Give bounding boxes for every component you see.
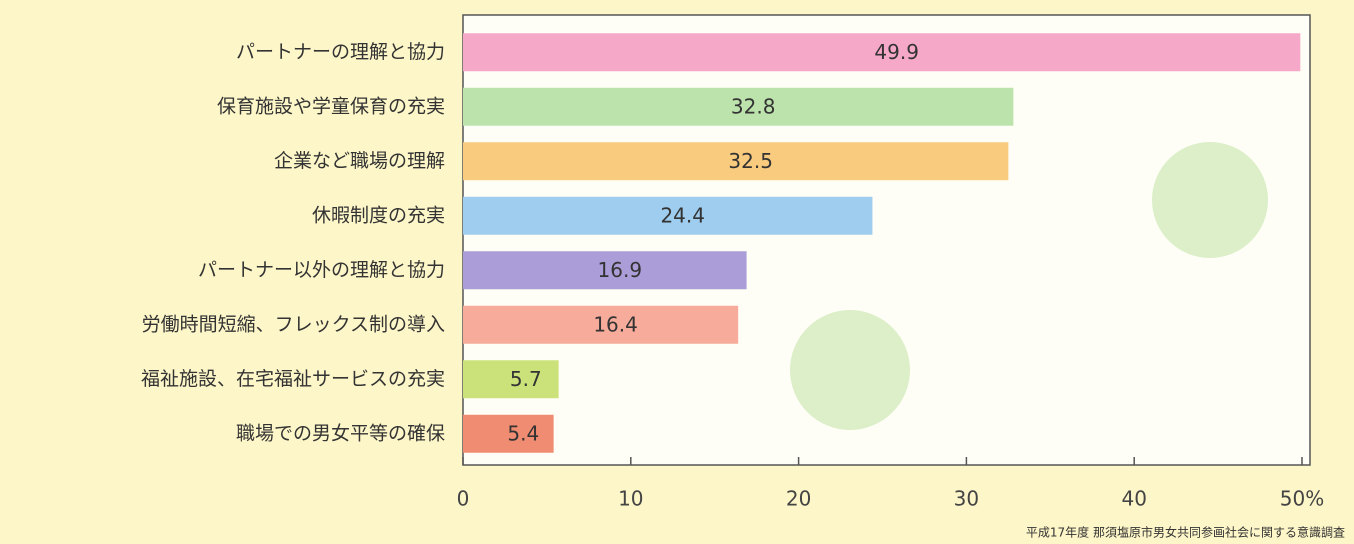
- x-tick-label: 20: [786, 487, 811, 511]
- value-label: 5.4: [507, 421, 539, 445]
- bar: [463, 414, 554, 453]
- value-label: 16.9: [598, 258, 643, 282]
- y-tick-label: 福祉施設、在宅福祉サービスの充実: [141, 368, 445, 390]
- bar: [463, 196, 873, 235]
- value-label: 32.8: [731, 94, 776, 118]
- x-tick-label: 0: [457, 487, 470, 511]
- y-tick-label: パートナーの理解と協力: [236, 41, 445, 63]
- y-tick-label: パートナー以外の理解と協力: [198, 259, 445, 281]
- bar: [463, 142, 1009, 181]
- value-label: 24.4: [660, 203, 705, 227]
- y-tick-label: 労働時間短縮、フレックス制の導入: [142, 313, 445, 335]
- value-label: 32.5: [728, 149, 773, 173]
- x-tick-label: 30: [954, 487, 979, 511]
- x-tick-label: 10: [618, 487, 643, 511]
- bar: [463, 87, 1014, 126]
- bar: [463, 33, 1301, 72]
- y-tick-label: 職場での男女平等の確保: [236, 422, 445, 444]
- bar: [463, 251, 747, 290]
- value-label: 16.4: [593, 312, 638, 336]
- value-label: 49.9: [874, 40, 919, 64]
- x-tick-label: 50%: [1280, 487, 1324, 511]
- y-tick-label: 保育施設や学童保育の充実: [217, 95, 445, 117]
- illustration-bg: [1152, 142, 1268, 258]
- source-note: 平成17年度 那須塩原市男女共同参画社会に関する意識調査: [1026, 525, 1345, 540]
- x-tick-label: 40: [1121, 487, 1146, 511]
- bar: [463, 305, 739, 344]
- y-tick-label: 休暇制度の充実: [312, 204, 445, 226]
- value-label: 5.7: [510, 367, 542, 391]
- y-tick-label: 企業など職場の理解: [274, 150, 445, 172]
- bar: [463, 360, 559, 399]
- illustration-bg: [790, 310, 910, 430]
